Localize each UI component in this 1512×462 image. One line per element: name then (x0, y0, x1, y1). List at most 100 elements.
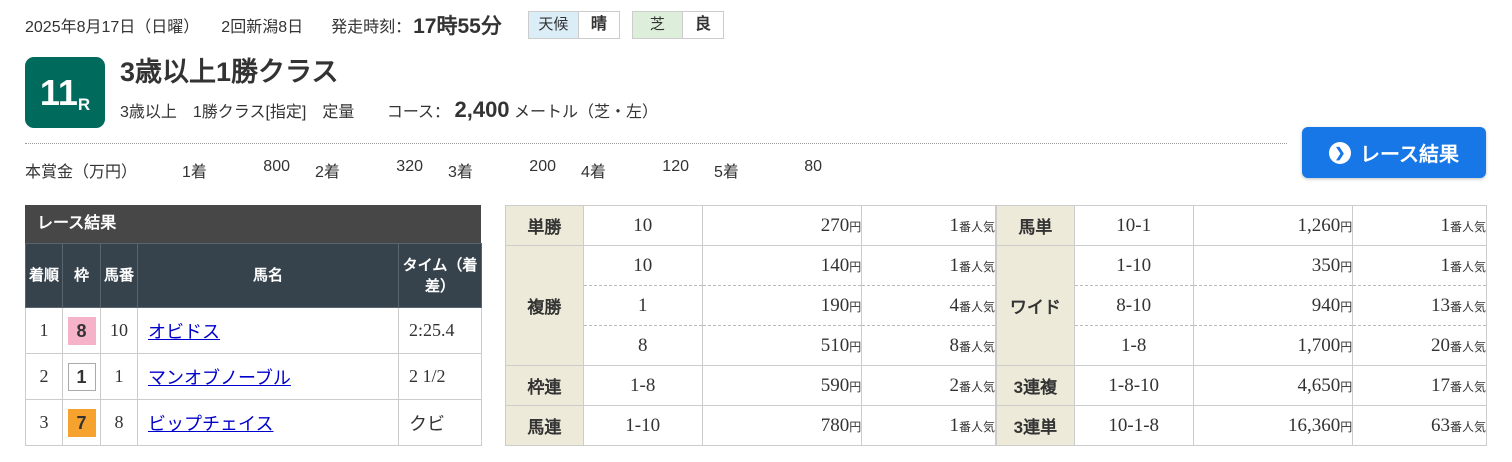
yen-unit-label: 円 (1340, 219, 1353, 234)
result-column-header: 馬名 (137, 243, 399, 308)
prize-item: 5着 80 (714, 158, 822, 182)
payout-type-label: 単勝 (505, 205, 584, 246)
payout-popularity-value: 2 (949, 374, 959, 396)
prize-place-label: 3着 (448, 164, 473, 181)
popularity-unit-label: 番人気 (958, 259, 995, 274)
payout-amount: 270円 (701, 205, 863, 246)
popularity-unit-label: 番人気 (1449, 379, 1486, 394)
result-column-header: 枠 (62, 243, 101, 308)
prize-item: 4着 120 (581, 158, 689, 182)
horse-name-cell: オビドス (137, 307, 399, 354)
payout-popularity: 1番人気 (861, 205, 996, 246)
yen-unit-label: 円 (1340, 299, 1353, 314)
payout-type-label: 複勝 (505, 245, 584, 366)
payout-table-left: 単勝 10 270円 1番人気 複勝 10 140円 1番人気 1 190円 4番人気 8 510円 8番… (505, 205, 996, 446)
popularity-unit-label: 番人気 (1449, 419, 1486, 434)
popularity-unit-label: 番人気 (958, 339, 995, 354)
frame-number-cell: 1 (62, 353, 101, 400)
payout-popularity: 1番人気 (861, 245, 996, 286)
payout-amount-value: 1,700 (1297, 334, 1341, 356)
race-date: 2025年8月17日（日曜） (25, 19, 200, 36)
popularity-unit-label: 番人気 (1449, 299, 1486, 314)
payout-combination: 1-10 (582, 405, 703, 446)
payout-row: 単勝 10 270円 1番人気 (505, 205, 996, 246)
yen-unit-label: 円 (1340, 259, 1353, 274)
result-column-header: 着順 (25, 243, 63, 308)
race-title: 3歳以上1勝クラス (120, 57, 339, 87)
popularity-unit-label: 番人気 (958, 219, 995, 234)
finish-position-cell: 2 (25, 353, 63, 400)
time-margin-cell: 2:25.4 (398, 307, 482, 354)
time-margin-cell: 2 1/2 (398, 353, 482, 400)
payout-row: 複勝 10 140円 1番人気 (505, 245, 996, 366)
payout-popularity: 17番人気 (1352, 365, 1487, 406)
popularity-unit-label: 番人気 (958, 379, 995, 394)
result-row: 3 7 8 ビップチェイス クビ (25, 399, 482, 446)
payout-popularity-value: 8 (949, 334, 959, 356)
finish-position-cell: 1 (25, 307, 63, 354)
horse-name-link[interactable]: ビップチェイス (148, 413, 274, 434)
payout-amount-value: 940 (1311, 294, 1341, 316)
prize-item: 1着 800 (182, 158, 290, 182)
yen-unit-label: 円 (849, 299, 862, 314)
payout-popularity: 8番人気 (861, 325, 996, 366)
horse-name-link[interactable]: マンオブノーブル (148, 367, 291, 388)
payout-type-label: 3連複 (996, 365, 1075, 406)
race-result-table: レース結果 着順枠馬番 馬名 タイム（着差） 1 8 10 オビドス 2:25.4 2 1 1 マン… (25, 205, 482, 446)
payout-amount-value: 1,260 (1297, 214, 1341, 236)
start-time-label: 発走時刻： (331, 19, 412, 36)
turf-badge: 芝 良 (631, 11, 724, 39)
payout-combination: 1-8 (1073, 325, 1194, 366)
payout-combination: 8 (582, 325, 703, 366)
payout-row: 馬連 1-10 780円 1番人気 (505, 405, 996, 446)
yen-unit-label: 円 (849, 339, 862, 354)
payout-type-label: 馬連 (505, 405, 584, 446)
result-table-header-row: 着順枠馬番 馬名 タイム（着差） (25, 243, 482, 308)
payout-popularity: 63番人気 (1352, 405, 1487, 446)
payout-combination: 1-10 (1073, 245, 1194, 286)
start-time-value: 17時55分 (413, 15, 502, 38)
popularity-unit-label: 番人気 (1449, 219, 1486, 234)
turf-label: 芝 (632, 12, 683, 38)
payout-amount: 4,650円 (1192, 365, 1354, 406)
horse-name-link[interactable]: オビドス (148, 321, 220, 342)
payout-row: 1-8 1,700円 20番人気 (997, 325, 1487, 366)
prize-items: 1着 800 2着 320 3着 200 4着 120 5着 80 (157, 158, 822, 182)
result-row: 1 8 10 オビドス 2:25.4 (25, 307, 482, 354)
payout-row: 馬単 10-1 1,260円 1番人気 (996, 205, 1487, 246)
payout-popularity-value: 13 (1430, 294, 1450, 316)
payout-row: 3連単 10-1-8 16,360円 63番人気 (996, 405, 1487, 446)
turf-condition-value: 良 (682, 12, 723, 38)
weather-value: 晴 (578, 12, 619, 38)
payout-combination: 1 (582, 285, 703, 326)
race-result-button[interactable]: ❯ レース結果 (1302, 127, 1486, 178)
payout-type-label: ワイド (996, 245, 1075, 366)
payout-combination: 10-1 (1073, 205, 1194, 246)
payout-table-right: 馬単 10-1 1,260円 1番人気 ワイド 1-10 350円 1番人気 8-10 940円 1… (996, 205, 1487, 446)
payout-popularity: 2番人気 (861, 365, 996, 406)
payout-amount: 590円 (701, 365, 863, 406)
payout-row: 8 510円 8番人気 (506, 325, 996, 366)
frame-number-cell: 7 (62, 399, 101, 446)
payout-combination: 1-8 (582, 365, 703, 406)
chevron-right-circle-icon: ❯ (1329, 141, 1351, 164)
result-row: 2 1 1 マンオブノーブル 2 1/2 (25, 353, 482, 400)
payout-row: 8-10 940円 13番人気 (997, 285, 1487, 326)
payout-popularity-value: 63 (1430, 414, 1450, 436)
yen-unit-label: 円 (1340, 339, 1353, 354)
yen-unit-label: 円 (849, 419, 862, 434)
race-number: 11 (39, 71, 78, 113)
horse-number-cell: 1 (100, 353, 138, 400)
payout-amount-value: 4,650 (1297, 374, 1341, 396)
payout-popularity-value: 1 (949, 254, 959, 276)
payout-amount: 940円 (1192, 285, 1354, 326)
race-number-suffix: R (77, 95, 91, 114)
yen-unit-label: 円 (849, 219, 862, 234)
payout-amount-value: 780 (820, 414, 850, 436)
payout-type-label: 枠連 (505, 365, 584, 406)
race-info-bar: 2025年8月17日（日曜） 2回新潟8日 発走時刻： 17時55分 天候 晴 … (25, 8, 1487, 42)
payout-amount: 1,260円 (1192, 205, 1354, 246)
horse-number-cell: 10 (100, 307, 138, 354)
condition-badges: 天候 晴 芝 良 (527, 11, 724, 39)
